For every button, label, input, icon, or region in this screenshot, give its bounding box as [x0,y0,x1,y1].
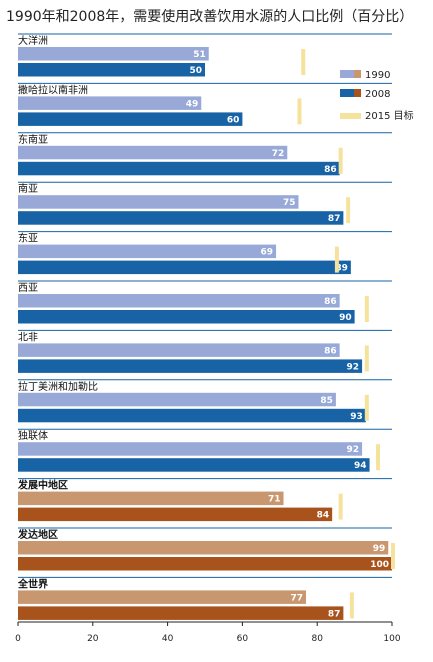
data-label-1990: 92 [347,445,360,455]
legend-swatch-1990 [340,70,354,78]
data-label-1990: 51 [193,50,206,60]
category-label: 大洋洲 [18,34,48,47]
data-label-2008: 94 [354,461,367,471]
legend-swatch-1990-developed [354,70,361,78]
category-label: 南亚 [18,182,38,195]
legend-label-2015-target: 2015 目标 [365,110,414,122]
legend-swatch-2008-developed [354,89,361,97]
target-marker-2015 [364,345,369,372]
data-label-1990: 75 [283,198,296,208]
data-label-1990: 99 [373,544,386,554]
bar-1990 [18,442,363,456]
category-label: 独联体 [18,429,48,442]
data-label-1990: 86 [324,297,337,307]
bar-2008 [18,507,333,522]
data-label-2008: 87 [328,214,341,224]
target-marker-2015 [334,246,339,273]
bar-2008 [18,161,340,176]
bar-2008 [18,63,205,77]
legend-swatch-2008 [340,89,354,97]
data-label-2008: 84 [317,511,330,521]
category-label: 撒哈拉以南非洲 [18,83,88,96]
category-label: 拉丁美洲和加勒比 [18,380,98,393]
bar-1990 [18,541,389,555]
category-label: 西亚 [18,283,38,294]
category-label: 北非 [18,331,38,343]
chart-title: 1990年和2008年，需要使用改善饮用水源的人口比例（百分比） [6,9,414,25]
x-tick-label: 40 [162,634,174,644]
target-marker-2015 [349,592,354,619]
bar-1990 [18,590,306,604]
bar-1990 [18,491,284,506]
data-label-1990: 49 [186,99,199,109]
data-label-1990: 77 [290,593,303,603]
bar-2008 [18,557,392,571]
bar-2008 [18,359,363,373]
bar-2008 [18,211,344,225]
category-label: 发展中地区 [17,479,68,492]
bar-1990 [18,244,277,259]
target-marker-2015 [376,444,381,471]
category-label: 东亚 [18,232,38,245]
data-label-1990: 69 [261,248,274,258]
target-marker-2015 [338,493,343,520]
bar-2008 [18,408,366,423]
bar-1990 [18,145,288,160]
bar-1990 [18,392,336,407]
data-label-2008: 89 [335,264,348,274]
data-label-2008: 93 [350,412,363,422]
data-label-1990: 86 [324,346,337,356]
bar-2008 [18,606,344,620]
data-label-2008: 50 [189,66,202,76]
target-marker-2015 [301,49,306,75]
bar-2008 [18,310,355,324]
bar-1990 [18,343,340,357]
x-tick-label: 60 [237,634,249,644]
data-label-1990: 85 [320,396,333,406]
data-label-1990: 71 [268,495,281,505]
x-tick-label: 100 [383,634,400,644]
bar-2008 [18,112,243,126]
data-label-2008: 87 [328,609,341,619]
category-label: 东南亚 [18,133,48,146]
data-label-2008: 86 [324,165,337,175]
legend-label-1990: 1990 [365,70,390,81]
x-tick-label: 0 [15,634,21,644]
bar-1990 [18,96,202,110]
target-marker-2015 [364,394,369,421]
data-label-2008: 92 [347,362,360,372]
data-label-1990: 72 [272,149,285,159]
category-label: 发达地区 [17,528,58,541]
target-marker-2015 [364,296,369,322]
target-marker-2015 [338,147,343,174]
data-label-2008: 60 [227,115,240,125]
bar-1990 [18,294,340,308]
x-tick-label: 80 [311,634,323,644]
bar-1990 [18,195,299,209]
category-label: 全世界 [17,577,48,590]
legend-label-2008: 2008 [365,89,390,100]
x-tick-label: 20 [87,634,99,644]
bar-2008 [18,458,370,472]
target-marker-2015 [346,197,351,224]
data-label-2008: 100 [370,560,389,570]
bar-1990 [18,47,209,61]
target-marker-2015 [391,543,395,569]
legend-swatch-2015-target [340,113,361,119]
bar-2008 [18,260,351,275]
target-marker-2015 [297,98,302,125]
data-label-2008: 90 [339,313,352,323]
